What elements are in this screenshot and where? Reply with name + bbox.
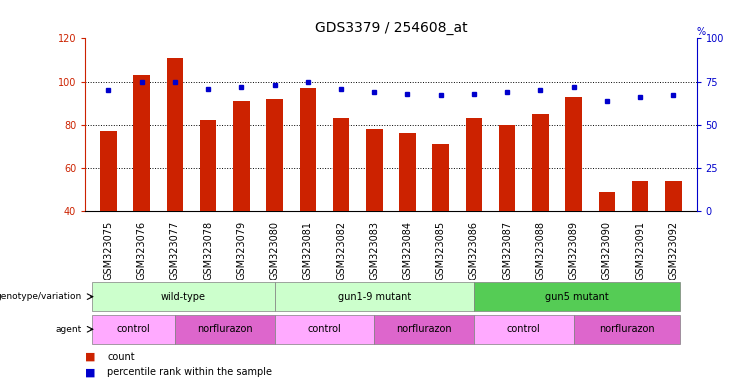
Text: norflurazon: norflurazon bbox=[599, 324, 654, 334]
Text: gun5 mutant: gun5 mutant bbox=[545, 291, 609, 302]
Bar bbox=[366, 129, 382, 211]
Bar bbox=[399, 134, 416, 211]
Text: wild-type: wild-type bbox=[161, 291, 206, 302]
Bar bbox=[333, 118, 349, 211]
Text: percentile rank within the sample: percentile rank within the sample bbox=[107, 367, 273, 377]
Bar bbox=[275, 282, 474, 311]
Title: GDS3379 / 254608_at: GDS3379 / 254608_at bbox=[315, 21, 467, 35]
Bar bbox=[565, 97, 582, 211]
Bar bbox=[100, 131, 117, 211]
Bar bbox=[465, 118, 482, 211]
Bar bbox=[474, 282, 680, 311]
Bar bbox=[632, 181, 648, 211]
Bar bbox=[433, 144, 449, 211]
Bar bbox=[299, 88, 316, 211]
Bar bbox=[266, 99, 283, 211]
Bar bbox=[599, 192, 615, 211]
Bar bbox=[167, 58, 183, 211]
Text: agent: agent bbox=[56, 325, 82, 334]
Text: control: control bbox=[116, 324, 150, 334]
Text: ■: ■ bbox=[85, 352, 96, 362]
Bar bbox=[499, 125, 516, 211]
Bar bbox=[92, 314, 175, 344]
Bar bbox=[233, 101, 250, 211]
Text: ■: ■ bbox=[85, 367, 96, 377]
Bar bbox=[474, 314, 574, 344]
Bar bbox=[200, 121, 216, 211]
Bar bbox=[374, 314, 474, 344]
Text: count: count bbox=[107, 352, 135, 362]
Bar bbox=[133, 75, 150, 211]
Bar bbox=[574, 314, 680, 344]
Text: %: % bbox=[697, 26, 705, 36]
Text: gun1-9 mutant: gun1-9 mutant bbox=[338, 291, 411, 302]
Text: control: control bbox=[507, 324, 541, 334]
Bar bbox=[175, 314, 275, 344]
Bar bbox=[665, 181, 682, 211]
Text: norflurazon: norflurazon bbox=[396, 324, 452, 334]
Bar bbox=[92, 282, 275, 311]
Text: genotype/variation: genotype/variation bbox=[0, 292, 82, 301]
Bar bbox=[275, 314, 374, 344]
Text: norflurazon: norflurazon bbox=[197, 324, 253, 334]
Bar bbox=[532, 114, 548, 211]
Text: control: control bbox=[308, 324, 342, 334]
